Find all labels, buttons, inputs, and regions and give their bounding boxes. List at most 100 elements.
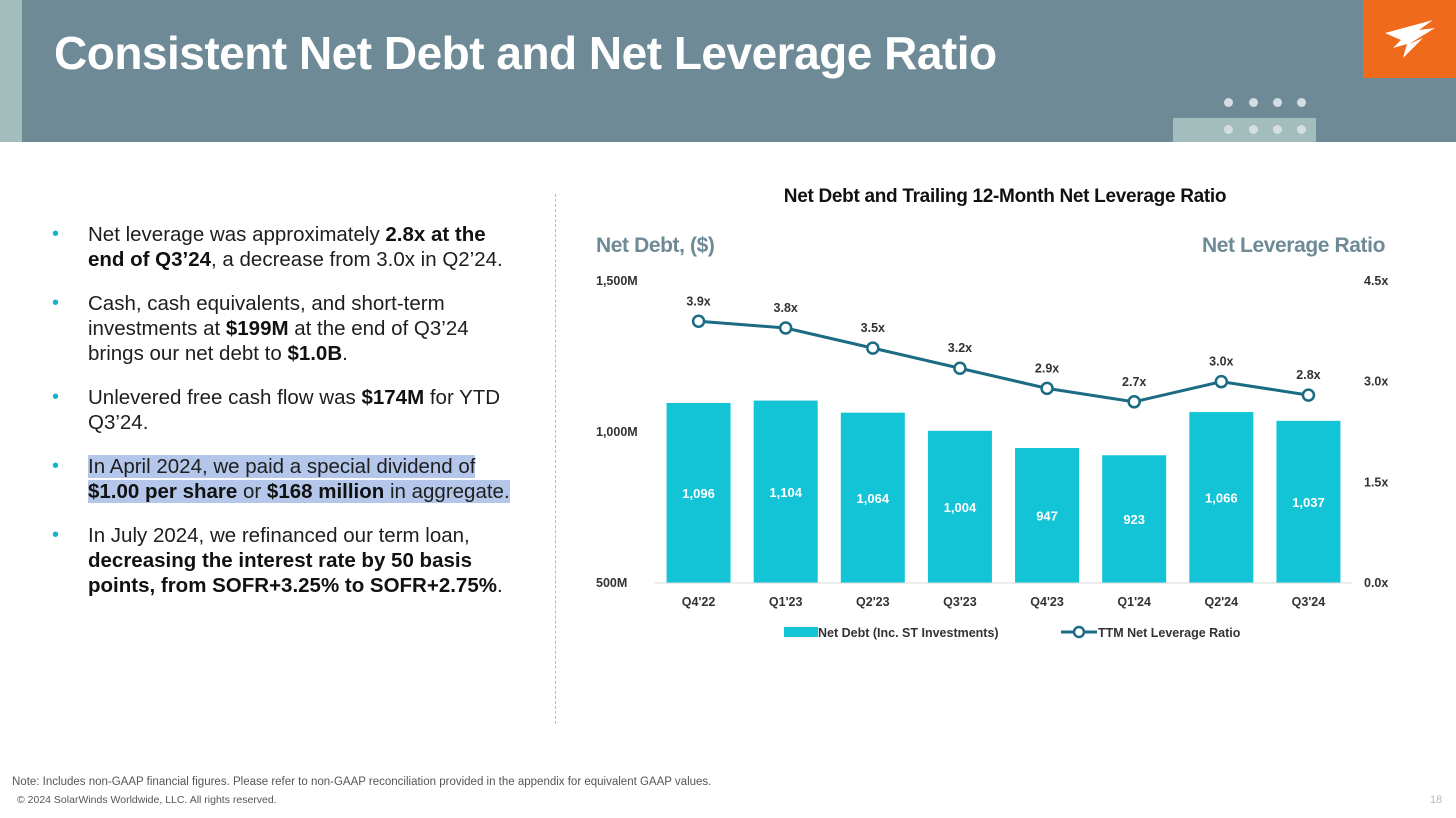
- bullet-item: Unlevered free cash flow was $174M for Y…: [52, 385, 522, 435]
- bullet-emphasis: decreasing the interest rate by 50 basis…: [88, 549, 497, 597]
- decor-dot: [1224, 125, 1233, 134]
- chart-title: Net Debt and Trailing 12-Month Net Lever…: [783, 186, 1227, 207]
- bullet-list: Net leverage was approximately 2.8x at t…: [52, 222, 522, 617]
- x-axis-tick-label: Q2'24: [1205, 595, 1239, 609]
- line-value-label: 3.2x: [948, 341, 972, 355]
- bar-value-label: 1,064: [857, 491, 890, 506]
- x-axis-tick-label: Q1'23: [769, 595, 803, 609]
- bar-net-debt: [840, 412, 905, 583]
- bullet-emphasis: 2.8x at the end of Q3’24: [88, 223, 486, 271]
- bullet-run: .: [496, 574, 503, 597]
- bullet-run: Cash, cash equivalents, and short-term i…: [88, 292, 445, 340]
- decor-dot: [1273, 98, 1282, 107]
- bullet-item: Cash, cash equivalents, and short-term i…: [52, 291, 522, 366]
- footnote: Note: Includes non-GAAP financial figure…: [12, 776, 712, 788]
- line-value-label: 2.8x: [1296, 368, 1320, 382]
- legend-swatch-leverage-marker: [1072, 625, 1086, 639]
- right-axis-tick-label: 4.5x: [1364, 274, 1388, 288]
- page-number: 18: [1430, 794, 1443, 806]
- line-point-marker: [691, 314, 706, 329]
- bar-net-debt: [666, 403, 731, 583]
- bar-value-label: 947: [1036, 509, 1058, 524]
- line-point-marker: [1127, 395, 1141, 409]
- bar-value-label: 1,037: [1292, 495, 1325, 510]
- bullet-emphasis: $168 million: [266, 480, 385, 503]
- decor-band: [1173, 118, 1316, 142]
- bar-value-label: 1,104: [769, 485, 802, 500]
- bullet-emphasis: $1.0B: [287, 342, 343, 365]
- bullet-run: , a decrease from 3.0x in Q2’24.: [211, 248, 503, 271]
- line-value-label: 3.5x: [861, 321, 885, 335]
- slide-header: Consistent Net Debt and Net Leverage Rat…: [0, 0, 1456, 142]
- bullet-run: in aggregate.: [384, 480, 510, 503]
- bullet-text: Cash, cash equivalents, and short-term i…: [88, 292, 469, 365]
- bullet-run: In April 2024, we paid a special dividen…: [88, 455, 476, 478]
- right-axis-tick-label: 0.0x: [1364, 576, 1388, 590]
- bullet-run: for YTD Q3’24.: [88, 386, 501, 434]
- line-point-marker: [866, 341, 880, 355]
- decor-dot: [1297, 98, 1306, 107]
- bullet-run: at the end of Q3’24 brings our net debt …: [88, 317, 469, 365]
- decor-dot: [1249, 98, 1258, 107]
- bar-net-debt: [1102, 455, 1167, 583]
- legend-swatch-net-debt: [784, 627, 818, 637]
- bar-net-debt: [1015, 448, 1080, 583]
- line-point-marker: [953, 361, 967, 375]
- line-point-marker: [1214, 374, 1229, 389]
- bullet-run: In July 2024, we refinanced our term loa…: [88, 524, 470, 547]
- column-divider: [555, 194, 556, 724]
- bullet-emphasis: $1.00 per share: [88, 480, 238, 503]
- bar-net-debt: [927, 430, 992, 583]
- line-point-marker: [778, 321, 793, 335]
- bullet-item: In April 2024, we paid a special dividen…: [52, 454, 522, 504]
- bullet-text: Unlevered free cash flow was $174M for Y…: [88, 386, 500, 434]
- decor-dot: [1249, 125, 1258, 134]
- decor-dot: [1273, 125, 1282, 134]
- line-value-label: 2.7x: [1122, 375, 1146, 389]
- bar-value-label: 1,004: [944, 500, 977, 515]
- net-debt-leverage-chart: 500M 1,000M 1,500M 0.0x 1.5x 3.0x 4.5x 1,096 1,1…: [596, 274, 1388, 640]
- bullet-run: Net leverage was approximately: [88, 223, 386, 246]
- line-point-marker: [1301, 388, 1316, 402]
- bar-value-label: 1,066: [1205, 491, 1238, 506]
- left-axis-tick-label: 1,000M: [596, 425, 638, 439]
- bar-net-debt: [753, 400, 818, 583]
- bar-value-label: 1,096: [682, 486, 715, 501]
- x-axis-tick-label: Q1'24: [1117, 595, 1151, 609]
- bullet-emphasis: $199M: [225, 317, 289, 340]
- right-axis-tick-label: 3.0x: [1364, 375, 1388, 389]
- x-axis-tick-label: Q2'23: [856, 595, 890, 609]
- x-axis-tick-label: Q4'22: [682, 595, 716, 609]
- solarwinds-bird-icon: [1385, 20, 1435, 58]
- decor-dot: [1297, 125, 1306, 134]
- copyright: © 2024 SolarWinds Worldwide, LLC. All ri…: [17, 794, 277, 806]
- left-axis-tick-label: 500M: [596, 576, 627, 590]
- line-net-leverage: [698, 319, 1309, 404]
- bullet-text: In July 2024, we refinanced our term loa…: [88, 524, 503, 597]
- line-value-label: 3.0x: [1209, 355, 1233, 369]
- header-accent-strip: [0, 0, 22, 142]
- bullet-run: Unlevered free cash flow was: [88, 386, 362, 409]
- bullet-run: .: [342, 342, 348, 365]
- bullet-text: In April 2024, we paid a special dividen…: [88, 455, 510, 503]
- line-value-label: 3.9x: [686, 294, 710, 308]
- bar-net-debt: [1276, 420, 1341, 583]
- left-axis-tick-label: 1,500M: [596, 274, 638, 288]
- right-axis-title: Net Leverage Ratio: [1201, 234, 1385, 257]
- line-value-label: 3.8x: [774, 301, 798, 315]
- decor-dot: [1224, 98, 1233, 107]
- line-value-label: 2.9x: [1035, 361, 1059, 375]
- bullet-emphasis: $174M: [361, 386, 425, 409]
- x-axis-tick-label: Q3'24: [1292, 595, 1326, 609]
- legend-label-net-debt: Net Debt (Inc. ST Investments): [818, 626, 999, 640]
- slide-title: Consistent Net Debt and Net Leverage Rat…: [54, 27, 997, 79]
- x-axis-tick-label: Q3'23: [943, 595, 977, 609]
- left-axis-title: Net Debt, ($): [596, 234, 715, 257]
- line-point-marker: [1040, 381, 1054, 396]
- legend-label-leverage: TTM Net Leverage Ratio: [1098, 626, 1241, 640]
- right-axis-tick-label: 1.5x: [1364, 475, 1388, 489]
- bar-net-debt: [1189, 412, 1254, 583]
- bullet-item: In July 2024, we refinanced our term loa…: [52, 523, 522, 598]
- bullet-item: Net leverage was approximately 2.8x at t…: [52, 222, 522, 272]
- bullet-run: or: [237, 480, 267, 503]
